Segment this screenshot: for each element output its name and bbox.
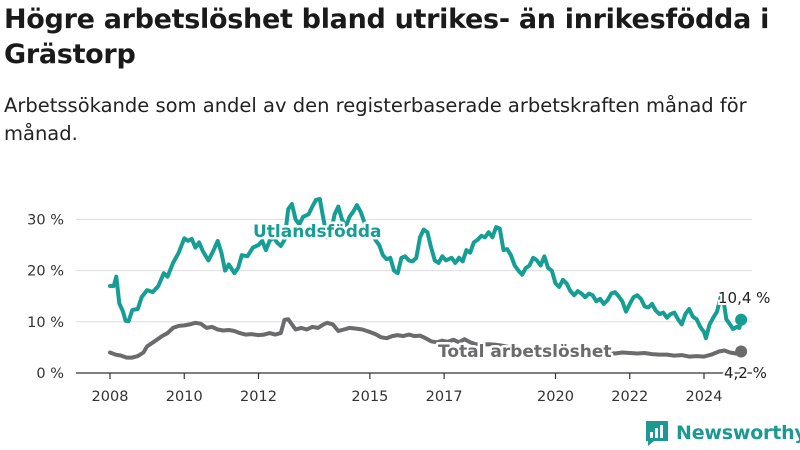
series-label-total: Total arbetslöshet xyxy=(438,342,612,362)
x-tick-label: 2012 xyxy=(240,389,277,405)
chart-title: Högre arbetslöshet bland utrikes- än inr… xyxy=(4,4,770,70)
end-value-utlandsfodda: 10,4 % xyxy=(718,289,770,307)
x-tick-label: 2015 xyxy=(351,389,388,405)
x-tick-label: 2022 xyxy=(611,389,648,405)
end-value-total: 4,2 % xyxy=(724,364,767,382)
x-tick-label: 2020 xyxy=(537,389,574,405)
series-label-utlandsfodda: Utlandsfödda xyxy=(253,222,382,242)
brand-name: Newsworthy xyxy=(676,422,800,444)
y-tick-label: 20 % xyxy=(27,264,64,280)
x-tick-label: 2008 xyxy=(92,389,129,405)
y-tick-label: 30 % xyxy=(27,212,64,228)
x-tick-label: 2010 xyxy=(166,389,203,405)
bar-chart-logo-icon xyxy=(646,421,668,446)
chart-subtitle: Arbetssökande som andel av den registerb… xyxy=(4,94,747,145)
x-tick-label: 2024 xyxy=(686,389,723,405)
y-tick-label: 10 % xyxy=(27,315,64,331)
end-dot-total xyxy=(735,345,748,358)
x-tick-label: 2017 xyxy=(426,389,463,405)
end-dot-utlandsfodda xyxy=(735,313,748,326)
newsworthy-logo: Newsworthy xyxy=(644,418,800,448)
series-line-total xyxy=(108,317,744,360)
y-tick-label: 0 % xyxy=(36,366,64,382)
series-line-utlandsfodda xyxy=(108,196,744,341)
